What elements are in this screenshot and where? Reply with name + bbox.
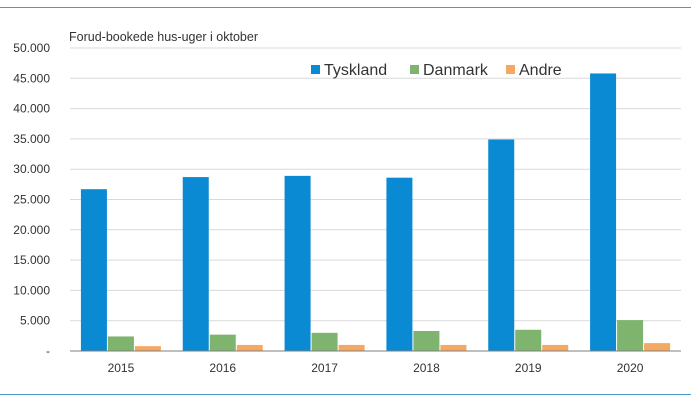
bar-andre-2015 <box>134 346 161 351</box>
y-tick-label: 15.000 <box>13 253 50 267</box>
bar-tyskland-2017 <box>284 175 311 351</box>
x-tick-label: 2019 <box>515 361 542 375</box>
y-tick-label: 25.000 <box>13 193 50 207</box>
bar-andre-2017 <box>338 344 365 351</box>
y-axis-title: Forud-bookede hus-uger i oktober <box>69 30 258 44</box>
bottom-rule <box>0 394 691 395</box>
bar-danmark-2018 <box>413 331 440 351</box>
bars <box>80 73 671 352</box>
y-tick-label: 40.000 <box>13 102 50 116</box>
bar-danmark-2019 <box>515 329 542 351</box>
gridlines <box>70 47 681 322</box>
bar-tyskland-2016 <box>182 177 209 351</box>
y-tick-label: 30.000 <box>13 162 50 176</box>
legend-swatch-danmark <box>410 65 419 74</box>
y-tick-label: - <box>46 344 50 358</box>
x-tick-label: 2017 <box>311 361 338 375</box>
bar-danmark-2016 <box>209 334 236 351</box>
bar-tyskland-2019 <box>488 139 515 351</box>
legend-label-danmark: Danmark <box>423 62 489 79</box>
y-tick-label: 45.000 <box>13 71 50 85</box>
bar-tyskland-2015 <box>80 189 107 351</box>
y-tick-label: 50.000 <box>13 41 50 55</box>
bar-danmark-2017 <box>311 332 338 351</box>
bar-tyskland-2020 <box>590 73 617 352</box>
bar-andre-2018 <box>440 344 467 351</box>
x-tick-label: 2020 <box>617 361 644 375</box>
bar-danmark-2015 <box>107 336 134 351</box>
x-tick-label: 2016 <box>209 361 236 375</box>
x-axis-ticks: 2015 2016 2017 2018 2019 2020 <box>108 361 644 375</box>
y-tick-label: 35.000 <box>13 132 50 146</box>
bar-andre-2019 <box>542 344 569 351</box>
bar-tyskland-2018 <box>386 177 413 351</box>
x-tick-label: 2018 <box>413 361 440 375</box>
x-tick-label: 2015 <box>108 361 135 375</box>
legend: Tyskland Danmark Andre <box>311 62 562 79</box>
bar-andre-2020 <box>644 343 671 351</box>
legend-swatch-andre <box>506 65 515 74</box>
legend-label-tyskland: Tyskland <box>324 62 387 79</box>
top-rule <box>0 7 691 8</box>
y-tick-label: 5.000 <box>20 314 50 328</box>
legend-label-andre: Andre <box>519 62 562 79</box>
bar-andre-2016 <box>236 344 263 351</box>
y-tick-label: 20.000 <box>13 223 50 237</box>
bar-danmark-2020 <box>617 320 644 351</box>
y-tick-label: 10.000 <box>13 283 50 297</box>
y-axis-ticks: - 5.000 10.000 15.000 20.000 25.000 30.000 35.0… <box>13 41 50 358</box>
legend-swatch-tyskland <box>311 65 320 74</box>
